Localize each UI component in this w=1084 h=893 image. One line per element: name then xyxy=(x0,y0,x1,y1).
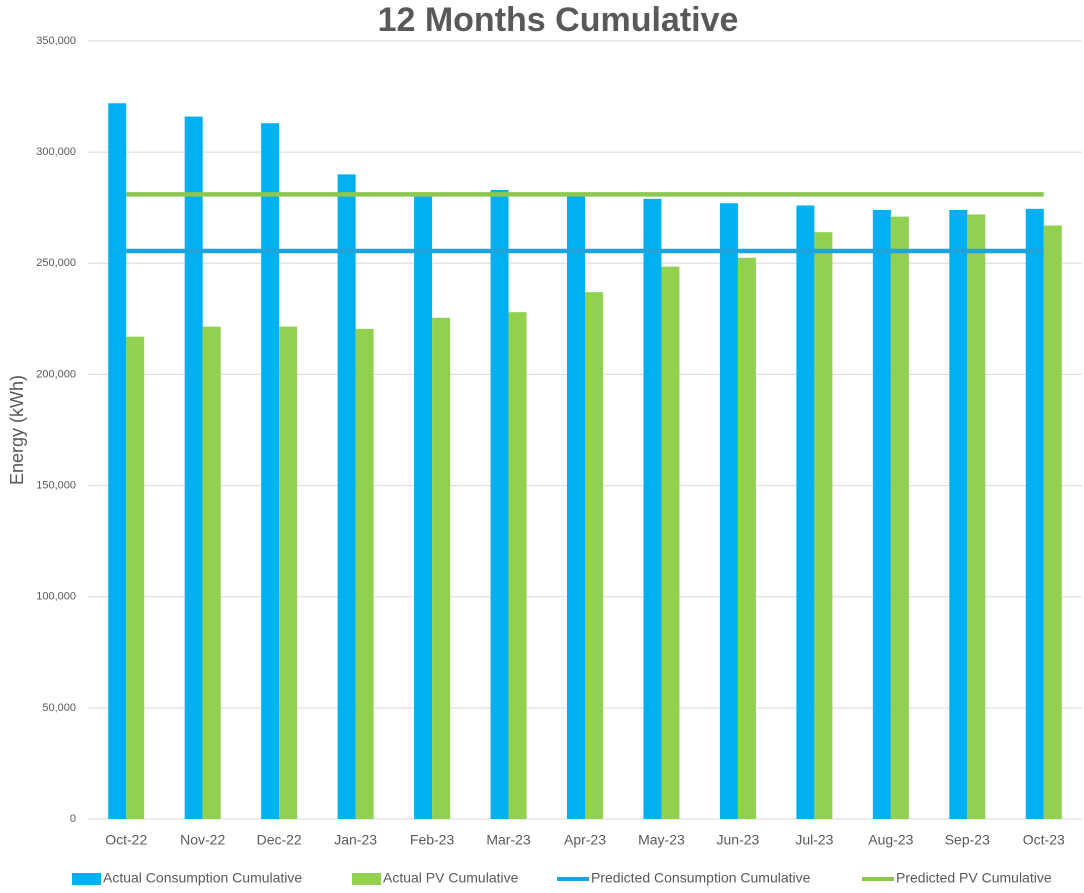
bar xyxy=(949,209,968,820)
x-tick-label: Jun-23 xyxy=(717,832,760,848)
bar xyxy=(872,209,891,820)
bar xyxy=(814,232,833,819)
legend-label: Actual PV Cumulative xyxy=(383,870,519,886)
bar xyxy=(279,326,298,819)
bar xyxy=(1025,208,1044,820)
y-tick-label: 250,000 xyxy=(36,257,76,269)
bar xyxy=(508,312,527,819)
x-tick-label: Feb-23 xyxy=(410,832,455,848)
bar xyxy=(567,194,585,819)
legend-swatch xyxy=(352,873,381,885)
x-tick-label: Oct-23 xyxy=(1023,832,1065,848)
legend-label: Predicted Consumption Cumulative xyxy=(591,870,811,886)
legend-swatch xyxy=(72,873,101,885)
bar xyxy=(202,326,221,819)
legend-label: Actual Consumption Cumulative xyxy=(103,870,302,886)
bar xyxy=(719,203,738,820)
bar xyxy=(796,205,815,819)
chart-title: 12 Months Cumulative xyxy=(378,1,739,39)
x-tick-label: Jan-23 xyxy=(334,832,377,848)
bar xyxy=(890,216,909,819)
legend-label: Predicted PV Cumulative xyxy=(896,870,1052,886)
y-tick-label: 350,000 xyxy=(36,35,76,47)
x-tick-label: May-23 xyxy=(638,832,685,848)
y-tick-label: 100,000 xyxy=(36,591,76,603)
x-tick-label: Apr-23 xyxy=(564,832,606,848)
x-tick-label: Jul-23 xyxy=(795,832,833,848)
bar xyxy=(337,174,356,819)
bar xyxy=(432,317,451,819)
x-tick-label: Aug-23 xyxy=(868,832,913,848)
bar xyxy=(585,292,603,819)
x-tick-label: Oct-22 xyxy=(105,832,147,848)
y-tick-label: 0 xyxy=(70,813,76,825)
bar xyxy=(661,266,680,819)
y-axis-label: Energy (kWh) xyxy=(7,375,27,485)
bar xyxy=(1043,225,1062,820)
x-tick-label: Dec-22 xyxy=(257,832,302,848)
bar xyxy=(643,198,662,819)
bar xyxy=(355,328,374,819)
y-tick-label: 50,000 xyxy=(42,702,76,714)
y-tick-label: 200,000 xyxy=(36,368,76,380)
bar xyxy=(490,189,509,820)
x-tick-label: Nov-22 xyxy=(180,832,225,848)
bar xyxy=(184,116,203,819)
x-tick-label: Mar-23 xyxy=(486,832,531,848)
bar xyxy=(261,123,280,819)
bar xyxy=(126,336,145,819)
y-tick-label: 300,000 xyxy=(36,146,76,158)
bar xyxy=(737,257,756,819)
bar xyxy=(414,196,433,820)
y-tick-label: 150,000 xyxy=(36,479,76,491)
x-tick-label: Sep-23 xyxy=(945,832,990,848)
bar xyxy=(108,103,127,820)
bar xyxy=(967,214,986,819)
